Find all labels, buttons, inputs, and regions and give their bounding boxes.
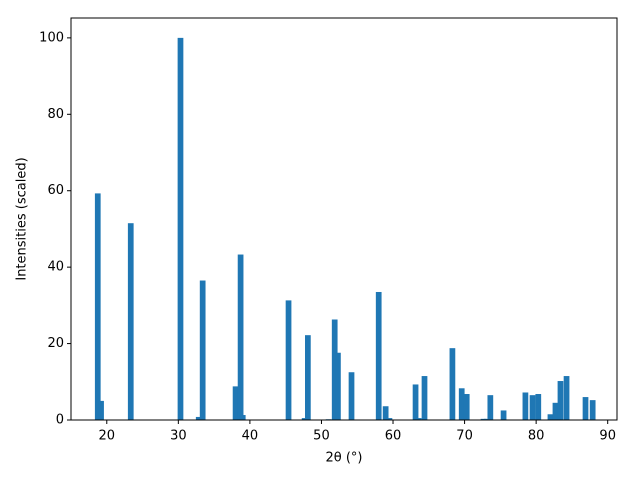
bar (177, 37, 184, 420)
bar (375, 291, 382, 420)
bar (483, 418, 490, 420)
bar (589, 400, 596, 420)
y-axis-label: Intensities (scaled) (15, 157, 30, 280)
axes-frame (70, 17, 618, 421)
bar (331, 319, 338, 420)
bar (94, 193, 101, 420)
bar (232, 386, 239, 420)
bar (582, 397, 589, 420)
bar (239, 415, 246, 420)
x-tick-label: 90 (599, 429, 616, 444)
bar (127, 223, 134, 420)
bar (449, 348, 456, 420)
bar (529, 395, 536, 420)
x-tick-label: 20 (99, 429, 116, 444)
y-tick-label: 20 (47, 336, 64, 351)
bar (421, 376, 428, 420)
y-tick-label: 40 (47, 260, 64, 275)
x-tick-label: 80 (528, 429, 545, 444)
bar (195, 416, 202, 420)
bar (458, 388, 465, 420)
bar (480, 418, 487, 420)
bar (199, 280, 206, 420)
x-axis-label: 2θ (°) (325, 451, 362, 466)
bar (463, 394, 470, 420)
bar (563, 376, 570, 420)
bar (98, 400, 104, 420)
bar (522, 392, 529, 420)
bar (386, 418, 393, 420)
x-tick-label: 30 (170, 429, 187, 444)
x-tick-label: 40 (242, 429, 259, 444)
bar (557, 381, 564, 420)
bar (335, 352, 341, 420)
y-tick-label: 80 (47, 107, 64, 122)
bar (547, 414, 554, 420)
bar (535, 394, 542, 420)
bar (382, 406, 389, 420)
x-tick-label: 50 (313, 429, 330, 444)
x-tick-label: 60 (385, 429, 402, 444)
bar (487, 395, 494, 420)
bar (305, 335, 311, 420)
bar (552, 402, 559, 420)
y-tick-label: 60 (47, 183, 64, 198)
x-tick-label: 70 (456, 429, 473, 444)
y-tick-label: 0 (56, 413, 64, 428)
bar (412, 384, 419, 420)
bar (285, 300, 292, 420)
bar (301, 418, 308, 420)
bar (415, 418, 422, 420)
y-tick-label: 100 (39, 30, 64, 45)
bar (500, 410, 507, 420)
bar (237, 254, 244, 420)
bar (348, 372, 355, 420)
